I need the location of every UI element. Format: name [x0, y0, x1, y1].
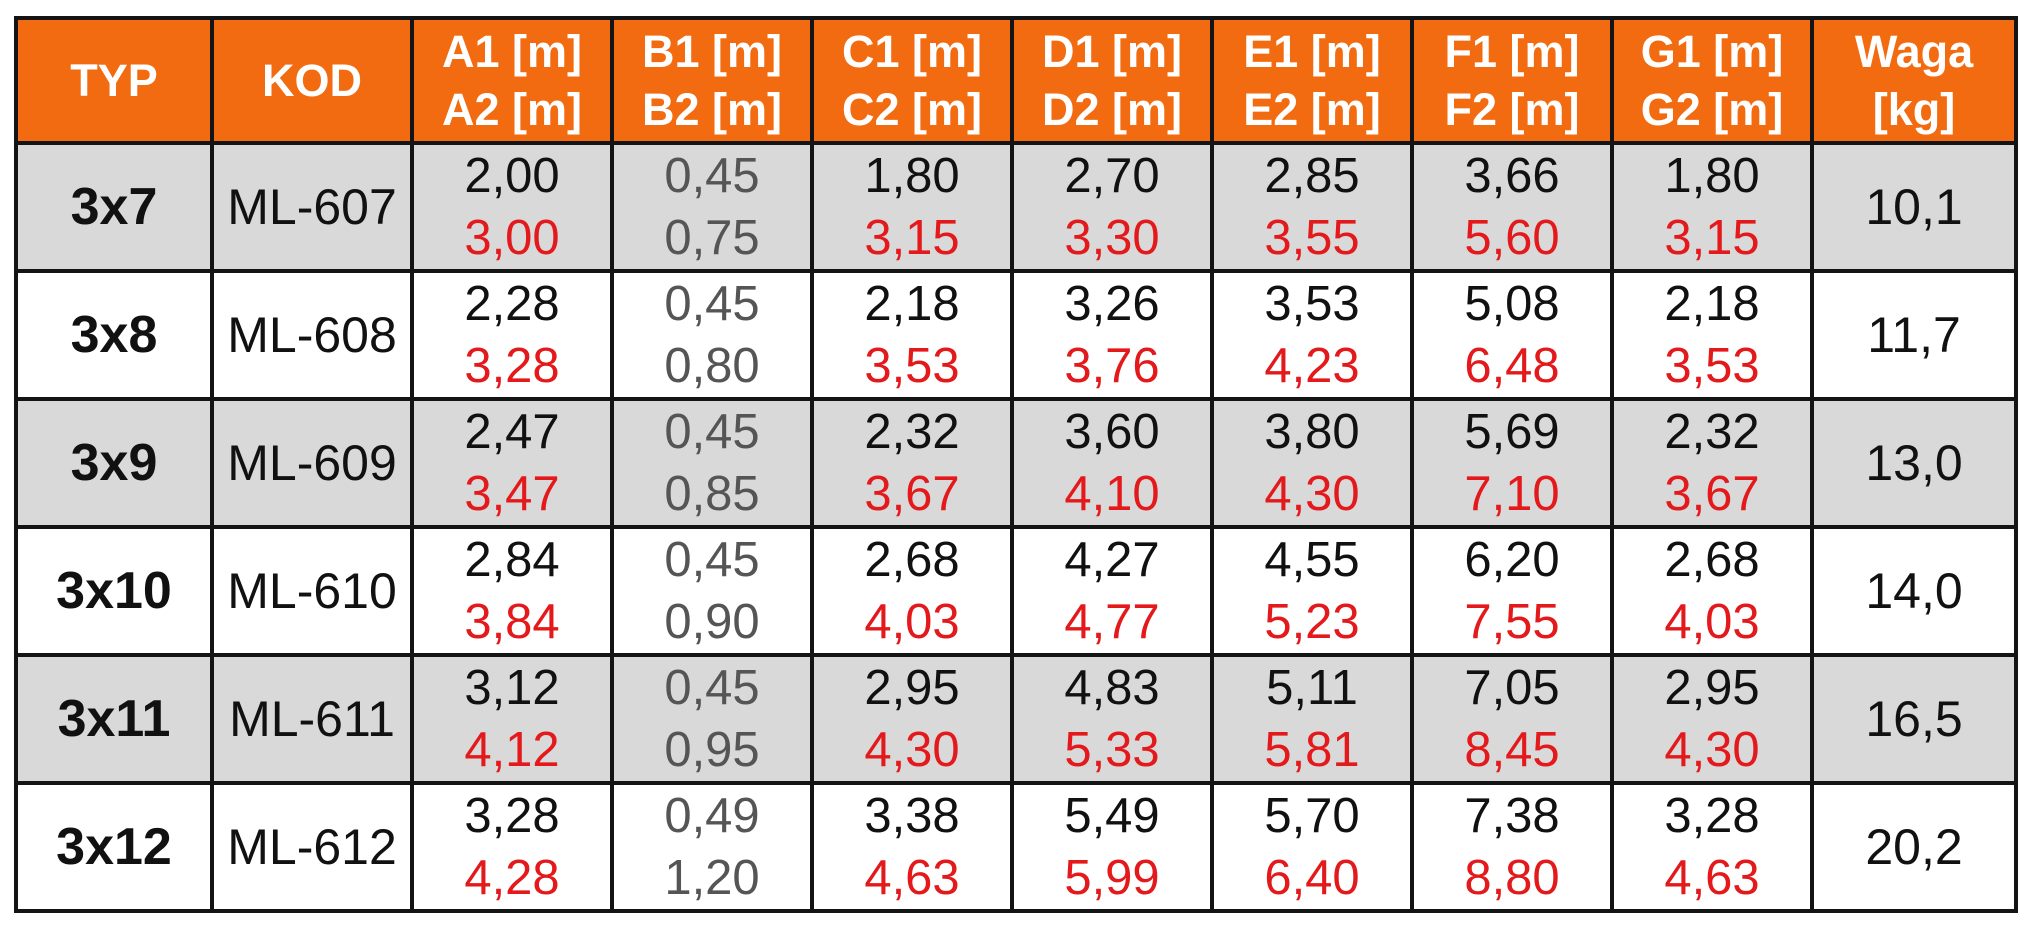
- header-b: B1 [m] B2 [m]: [610, 16, 814, 145]
- cell-b: 0,45 0,95: [610, 653, 814, 785]
- cell-waga: 13,0: [1810, 397, 2018, 529]
- cell-f: 5,69 7,10: [1410, 397, 1614, 529]
- cell-typ: 3x9: [14, 397, 214, 529]
- cell-a: 2,00 3,00: [410, 141, 614, 273]
- header-waga: Waga [kg]: [1810, 16, 2018, 145]
- cell-f: 3,66 5,60: [1410, 141, 1614, 273]
- cell-typ: 3x11: [14, 653, 214, 785]
- cell-typ: 3x10: [14, 525, 214, 657]
- table-row: 3x10 ML-610 2,84 3,84 0,45 0,90 2,68 4,03 4…: [14, 525, 2018, 657]
- cell-e: 3,80 4,30: [1210, 397, 1414, 529]
- cell-b: 0,49 1,20: [610, 781, 814, 913]
- cell-c: 2,68 4,03: [810, 525, 1014, 657]
- cell-f: 6,20 7,55: [1410, 525, 1614, 657]
- table-row: 3x9 ML-609 2,47 3,47 0,45 0,85 2,32 3,67 3,…: [14, 397, 2018, 529]
- table-row: 3x11 ML-611 3,12 4,12 0,45 0,95 2,95 4,30 4…: [14, 653, 2018, 785]
- header-row: TYP KOD A1 [m] A2 [m] B1 [m] B2 [m] C1 [m]…: [14, 16, 2018, 145]
- cell-d: 2,70 3,30: [1010, 141, 1214, 273]
- cell-b: 0,45 0,85: [610, 397, 814, 529]
- cell-f: 5,08 6,48: [1410, 269, 1614, 401]
- spec-table-container: TYP KOD A1 [m] A2 [m] B1 [m] B2 [m] C1 [m]…: [14, 16, 2018, 913]
- cell-a: 3,28 4,28: [410, 781, 614, 913]
- cell-g: 2,95 4,30: [1610, 653, 1814, 785]
- cell-d: 3,26 3,76: [1010, 269, 1214, 401]
- header-f: F1 [m] F2 [m]: [1410, 16, 1614, 145]
- header-d: D1 [m] D2 [m]: [1010, 16, 1214, 145]
- cell-g: 2,18 3,53: [1610, 269, 1814, 401]
- cell-c: 2,18 3,53: [810, 269, 1014, 401]
- cell-d: 3,60 4,10: [1010, 397, 1214, 529]
- cell-typ: 3x12: [14, 781, 214, 913]
- cell-e: 3,53 4,23: [1210, 269, 1414, 401]
- cell-waga: 14,0: [1810, 525, 2018, 657]
- cell-g: 1,80 3,15: [1610, 141, 1814, 273]
- cell-kod: ML-612: [210, 781, 414, 913]
- cell-waga: 20,2: [1810, 781, 2018, 913]
- cell-kod: ML-609: [210, 397, 414, 529]
- cell-d: 4,27 4,77: [1010, 525, 1214, 657]
- cell-b: 0,45 0,75: [610, 141, 814, 273]
- cell-f: 7,38 8,80: [1410, 781, 1614, 913]
- cell-kod: ML-607: [210, 141, 414, 273]
- cell-g: 2,68 4,03: [1610, 525, 1814, 657]
- spec-table: TYP KOD A1 [m] A2 [m] B1 [m] B2 [m] C1 [m]…: [14, 16, 2018, 913]
- cell-e: 5,11 5,81: [1210, 653, 1414, 785]
- header-typ: TYP: [14, 16, 214, 145]
- cell-waga: 16,5: [1810, 653, 2018, 785]
- cell-a: 3,12 4,12: [410, 653, 614, 785]
- cell-c: 3,38 4,63: [810, 781, 1014, 913]
- cell-d: 4,83 5,33: [1010, 653, 1214, 785]
- cell-g: 2,32 3,67: [1610, 397, 1814, 529]
- cell-typ: 3x7: [14, 141, 214, 273]
- cell-c: 2,95 4,30: [810, 653, 1014, 785]
- cell-e: 2,85 3,55: [1210, 141, 1414, 273]
- cell-e: 4,55 5,23: [1210, 525, 1414, 657]
- cell-a: 2,84 3,84: [410, 525, 614, 657]
- header-e: E1 [m] E2 [m]: [1210, 16, 1414, 145]
- cell-kod: ML-610: [210, 525, 414, 657]
- header-c: C1 [m] C2 [m]: [810, 16, 1014, 145]
- cell-a: 2,47 3,47: [410, 397, 614, 529]
- header-a: A1 [m] A2 [m]: [410, 16, 614, 145]
- cell-kod: ML-611: [210, 653, 414, 785]
- table-row: 3x12 ML-612 3,28 4,28 0,49 1,20 3,38 4,63 5…: [14, 781, 2018, 913]
- table-row: 3x8 ML-608 2,28 3,28 0,45 0,80 2,18 3,53 3,…: [14, 269, 2018, 401]
- table-row: 3x7 ML-607 2,00 3,00 0,45 0,75 1,80 3,15 2,…: [14, 141, 2018, 273]
- header-kod: KOD: [210, 16, 414, 145]
- cell-d: 5,49 5,99: [1010, 781, 1214, 913]
- cell-b: 0,45 0,90: [610, 525, 814, 657]
- cell-waga: 11,7: [1810, 269, 2018, 401]
- cell-c: 1,80 3,15: [810, 141, 1014, 273]
- cell-g: 3,28 4,63: [1610, 781, 1814, 913]
- cell-waga: 10,1: [1810, 141, 2018, 273]
- cell-b: 0,45 0,80: [610, 269, 814, 401]
- cell-typ: 3x8: [14, 269, 214, 401]
- header-g: G1 [m] G2 [m]: [1610, 16, 1814, 145]
- cell-f: 7,05 8,45: [1410, 653, 1614, 785]
- cell-kod: ML-608: [210, 269, 414, 401]
- cell-c: 2,32 3,67: [810, 397, 1014, 529]
- cell-e: 5,70 6,40: [1210, 781, 1414, 913]
- cell-a: 2,28 3,28: [410, 269, 614, 401]
